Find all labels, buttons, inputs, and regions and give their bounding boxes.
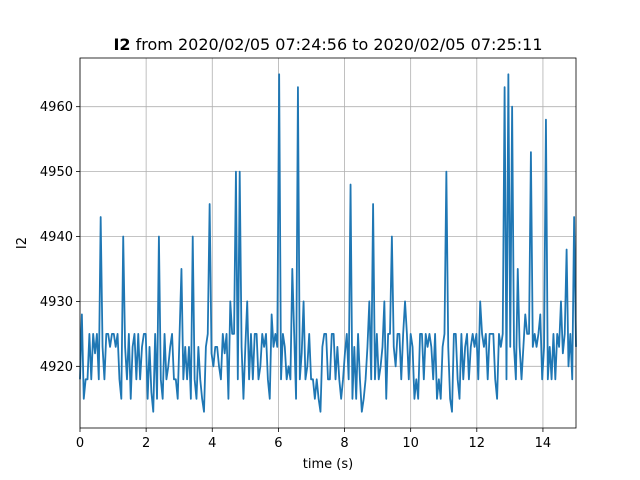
axes-frame [79, 57, 577, 429]
chart-title-rest: from 2020/02/05 07:24:56 to 2020/02/05 0… [131, 35, 543, 54]
series-line [79, 73, 577, 413]
y-tick-label: 4930 [40, 295, 73, 310]
x-tick-label: 6 [274, 436, 282, 451]
chart-title: I2 from 2020/02/05 07:24:56 to 2020/02/0… [113, 35, 542, 54]
x-axis-ticks: 0 2 4 6 8 10 12 14 [76, 428, 551, 451]
x-tick-label: 4 [208, 436, 216, 451]
x-tick-label: 12 [469, 436, 486, 451]
y-tick-label: 4960 [40, 100, 73, 115]
y-tick-label: 4950 [40, 165, 73, 180]
x-axis-label: time (s) [303, 457, 353, 472]
x-tick-label: 14 [535, 436, 552, 451]
chart-title-bold: I2 [113, 35, 130, 54]
y-axis-ticks: 4920 4930 4940 4950 4960 [40, 100, 80, 375]
x-tick-label: 0 [76, 436, 84, 451]
grid [79, 58, 576, 428]
x-tick-label: 10 [402, 436, 419, 451]
y-tick-label: 4920 [40, 360, 73, 375]
plot-area [79, 73, 577, 413]
x-tick-label: 8 [340, 436, 348, 451]
x-tick-label: 2 [142, 436, 150, 451]
y-tick-label: 4940 [40, 230, 73, 245]
y-axis-label: I2 [15, 237, 30, 249]
